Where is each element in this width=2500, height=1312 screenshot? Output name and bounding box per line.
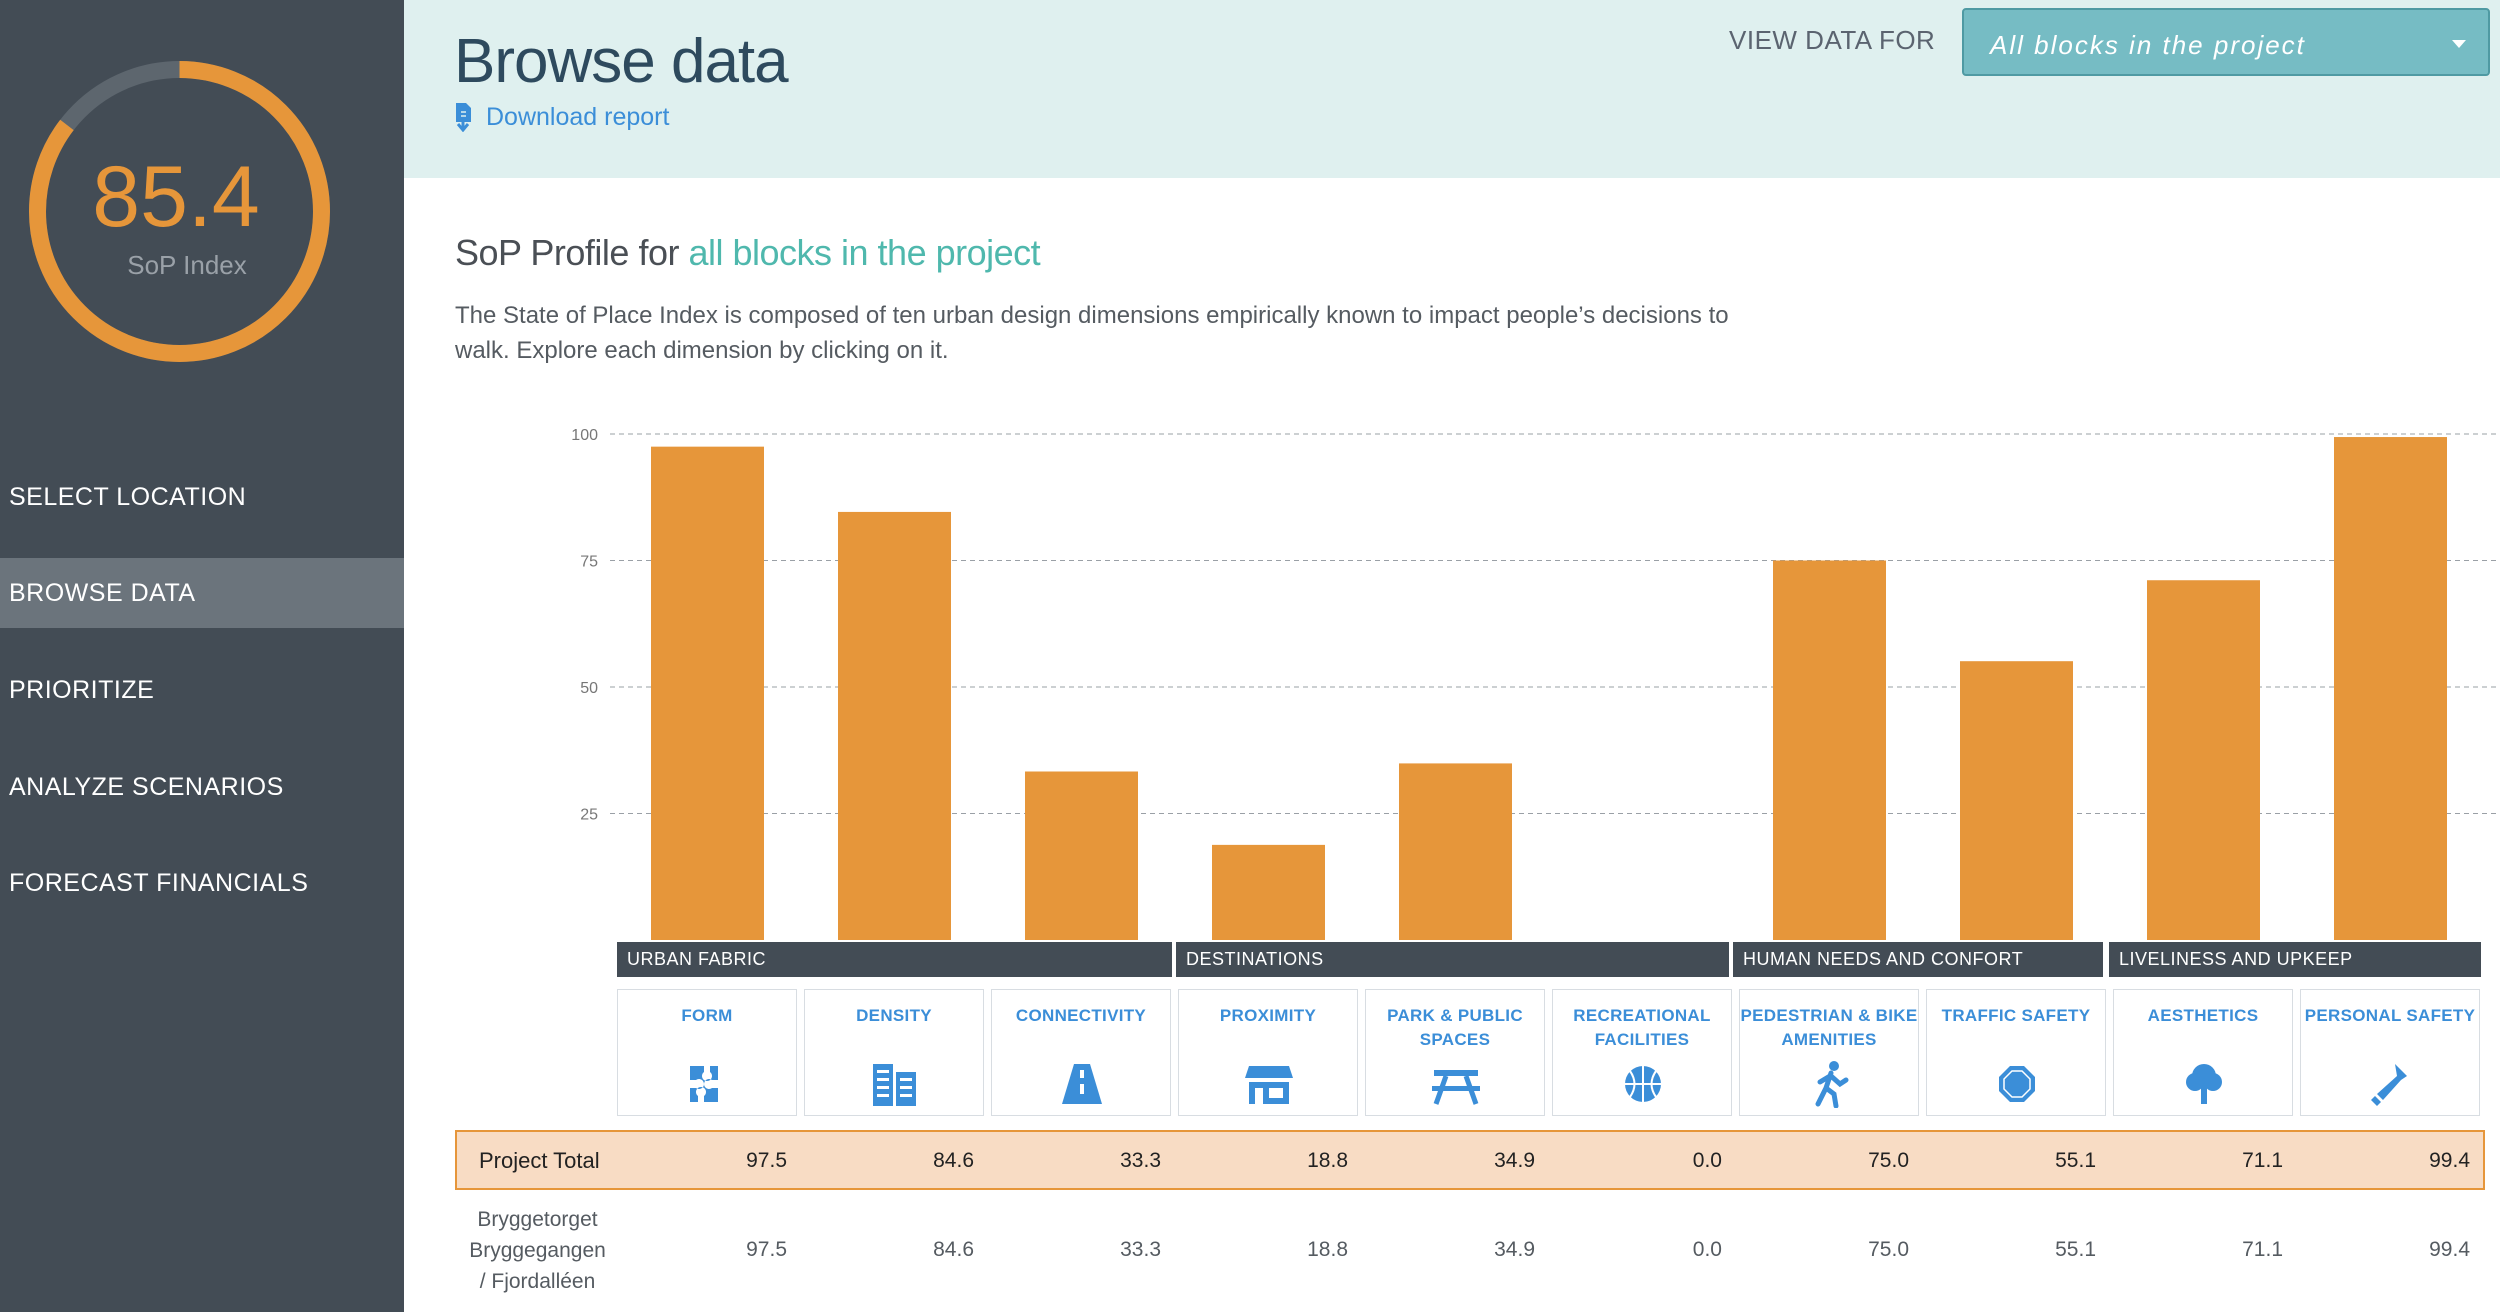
y-tick-label: 25 [580, 807, 598, 824]
page-title: Browse data [454, 27, 789, 96]
dimension-card-recreational-facilities[interactable]: RECREATIONAL FACILITIES [1552, 989, 1732, 1116]
block-name: Bryggetorget Bryggegangen / Fjordalléen [455, 1204, 620, 1297]
table-cell: 0.0 [1692, 1238, 1722, 1261]
sidebar-item-browse-data[interactable]: BROWSE DATA [0, 558, 404, 628]
bar-park-public-spaces[interactable] [1399, 763, 1512, 940]
pedestrian-icon [1815, 1061, 1849, 1108]
table-cell: 99.4 [2429, 1149, 2470, 1172]
table-cell: 18.8 [1307, 1238, 1348, 1261]
dimension-label: TRAFFIC SAFETY [1941, 1006, 2091, 1025]
sidebar-item-prioritize[interactable]: PRIORITIZE [9, 676, 155, 704]
dimension-label: CONNECTIVITY [1015, 1006, 1147, 1025]
dimension-card-park-public-spaces[interactable]: PARK & PUBLIC SPACES [1365, 989, 1545, 1116]
profile-heading-prefix: SoP Profile for [455, 232, 679, 273]
table-cell: 0.0 [1692, 1149, 1722, 1172]
table-cell: 71.1 [2242, 1149, 2283, 1172]
bar-density[interactable] [838, 511, 951, 940]
bar-proximity[interactable] [1212, 844, 1325, 940]
table-cell: 84.6 [933, 1149, 974, 1172]
dimension-card-form[interactable]: FORM [617, 989, 797, 1116]
table-cell: 33.3 [1120, 1238, 1161, 1261]
table-cell: 34.9 [1494, 1238, 1535, 1261]
block-name-line: Bryggetorget [477, 1208, 598, 1231]
profile-heading: SoP Profile for all blocks in the projec… [455, 232, 1041, 274]
dimension-card-personal-safety[interactable]: PERSONAL SAFETY [2300, 989, 2480, 1116]
dimension-label: DENSITY [856, 1006, 932, 1025]
dimension-card-pedestrian-bike-amenities[interactable]: PEDESTRIAN & BIKE AMENITIES [1739, 989, 1919, 1116]
row-label: Project Total [479, 1148, 600, 1173]
sidebar-item-analyze-scenarios[interactable]: ANALYZE SCENARIOS [9, 773, 284, 801]
dimension-card-density[interactable]: DENSITY [804, 989, 984, 1116]
tree-icon [2186, 1064, 2222, 1104]
table-cell: 97.5 [746, 1149, 787, 1172]
download-report-label: Download report [486, 102, 670, 131]
puzzle-icon [690, 1066, 718, 1102]
table-cell: 33.3 [1120, 1149, 1161, 1172]
view-data-for-label: VIEW DATA FOR [1729, 25, 1936, 55]
sidebar-item-forecast-financials[interactable]: FORECAST FINANCIALS [9, 869, 309, 897]
page-header: Browse data Download report VIEW DATA FO… [404, 0, 2500, 178]
table-cell: 55.1 [2055, 1238, 2096, 1261]
y-tick-label: 50 [580, 680, 598, 697]
group-header-destinations: DESTINATIONS [1176, 942, 1729, 977]
bar-form[interactable] [651, 446, 764, 940]
dimension-card-proximity[interactable]: PROXIMITY [1178, 989, 1358, 1116]
table-row-project-total: Project Total 97.5 84.6 33.3 18.8 34.9 0… [455, 1130, 2485, 1190]
group-header-human-needs: HUMAN NEEDS AND CONFORT [1733, 942, 2103, 977]
flashlight-icon [2371, 1064, 2407, 1106]
view-data-select-value: All blocks in the project [1990, 30, 2306, 60]
table-cell: 18.8 [1307, 1149, 1348, 1172]
dimension-card-connectivity[interactable]: CONNECTIVITY [991, 989, 1171, 1116]
bar-connectivity[interactable] [1025, 771, 1138, 940]
dimension-label: AESTHETICS [2147, 1006, 2259, 1025]
octagon-icon [1999, 1066, 2035, 1102]
block-name-line: / Fjordalléen [479, 1270, 596, 1293]
sop-profile-chart: 25 50 75 100 [571, 427, 2500, 941]
dimension-card-aesthetics[interactable]: AESTHETICS [2113, 989, 2293, 1116]
download-report-link[interactable]: Download report [454, 100, 669, 134]
table-cell: 84.6 [933, 1238, 974, 1261]
y-tick-label: 75 [580, 554, 598, 571]
table-cell: 75.0 [1868, 1238, 1909, 1261]
dimension-label: PEDESTRIAN & BIKE AMENITIES [1740, 1006, 1918, 1049]
sidebar-item-select-location[interactable]: SELECT LOCATION [9, 483, 247, 511]
table-cell: 71.1 [2242, 1238, 2283, 1261]
y-tick-label: 100 [571, 427, 598, 444]
table-cell: 75.0 [1868, 1149, 1909, 1172]
dimension-label: PARK & PUBLIC SPACES [1387, 1006, 1523, 1049]
dimension-label: FORM [681, 1006, 733, 1025]
group-header-liveliness: LIVELINESS AND UPKEEP [2109, 942, 2481, 977]
bar-traffic-safety[interactable] [1960, 661, 2073, 940]
bar-pedestrian-bike-amenities[interactable] [1773, 560, 1886, 941]
bar-personal-safety[interactable] [2334, 437, 2447, 940]
table-cell: 99.4 [2429, 1238, 2470, 1261]
table-cell: 34.9 [1494, 1149, 1535, 1172]
table-cell: 97.5 [746, 1238, 787, 1261]
sidebar: 85.4 SoP Index SELECT LOCATION BROWSE DA… [0, 0, 404, 1312]
dimension-label: RECREATIONAL FACILITIES [1573, 1006, 1711, 1049]
basketball-icon [1625, 1066, 1661, 1102]
profile-heading-accent: all blocks in the project [688, 232, 1041, 273]
block-name-line: Bryggegangen [469, 1239, 606, 1262]
table-cell: 55.1 [2055, 1149, 2096, 1172]
group-header-urban-fabric: URBAN FABRIC [617, 942, 1172, 977]
dimension-card-traffic-safety[interactable]: TRAFFIC SAFETY [1926, 989, 2106, 1116]
buildings-icon [873, 1064, 916, 1106]
sop-index-label: SoP Index [127, 250, 247, 280]
download-file-icon [456, 103, 471, 132]
bar-aesthetics[interactable] [2147, 580, 2260, 940]
dimension-label: PERSONAL SAFETY [2304, 1006, 2476, 1025]
sop-index-value: 85.4 [92, 149, 260, 245]
road-icon [1062, 1064, 1102, 1104]
table-row-block[interactable]: Bryggetorget Bryggegangen / Fjordalléen … [455, 1200, 2485, 1312]
profile-description: The State of Place Index is composed of … [455, 302, 1729, 364]
chevron-down-icon [2452, 40, 2466, 48]
view-data-select[interactable]: All blocks in the project [1962, 8, 2490, 76]
picnic-table-icon [1432, 1070, 1480, 1105]
sop-index-ring [29, 61, 330, 362]
store-icon [1245, 1066, 1293, 1104]
dimension-label: PROXIMITY [1219, 1006, 1317, 1025]
